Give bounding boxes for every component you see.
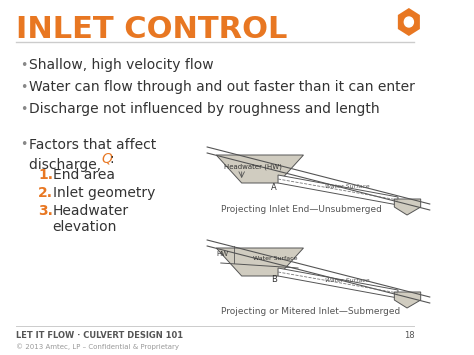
Text: •: •: [20, 103, 27, 115]
Polygon shape: [394, 292, 421, 308]
Circle shape: [404, 17, 413, 27]
Text: 3.: 3.: [38, 204, 53, 218]
Text: © 2013 Amtec, LP – Confidential & Proprietary: © 2013 Amtec, LP – Confidential & Propri…: [17, 344, 179, 350]
Text: •: •: [20, 81, 27, 93]
Text: HW: HW: [217, 251, 229, 257]
Text: Shallow, high velocity flow: Shallow, high velocity flow: [29, 58, 214, 72]
Polygon shape: [394, 199, 421, 215]
Text: Water can flow through and out faster than it can enter: Water can flow through and out faster th…: [29, 80, 415, 94]
Text: Factors that affect
discharge,: Factors that affect discharge,: [29, 138, 156, 171]
Polygon shape: [216, 155, 303, 183]
Text: Water Surface: Water Surface: [253, 257, 297, 262]
Text: Water Surface: Water Surface: [325, 185, 370, 190]
Text: Headwater
elevation: Headwater elevation: [53, 204, 129, 234]
Text: INLET CONTROL: INLET CONTROL: [17, 16, 288, 44]
Text: End area: End area: [53, 168, 115, 182]
Text: :: :: [109, 152, 114, 166]
Text: B: B: [271, 275, 277, 284]
Text: Projecting or Mitered Inlet—Submerged: Projecting or Mitered Inlet—Submerged: [221, 307, 400, 317]
Text: •: •: [20, 138, 27, 151]
Text: Water Surface: Water Surface: [325, 278, 370, 283]
Polygon shape: [216, 248, 303, 276]
Text: •: •: [20, 59, 27, 71]
Polygon shape: [278, 268, 398, 298]
Text: 2.: 2.: [38, 186, 53, 200]
Text: Inlet geometry: Inlet geometry: [53, 186, 155, 200]
Polygon shape: [278, 175, 398, 205]
Text: A: A: [271, 182, 276, 191]
Text: 1.: 1.: [38, 168, 53, 182]
Text: Projecting Inlet End—Unsubmerged: Projecting Inlet End—Unsubmerged: [221, 206, 382, 214]
Text: LET IT FLOW · CULVERT DESIGN 101: LET IT FLOW · CULVERT DESIGN 101: [17, 331, 183, 339]
Text: Discharge not influenced by roughness and length: Discharge not influenced by roughness an…: [29, 102, 380, 116]
Text: Q: Q: [102, 152, 113, 166]
Text: 18: 18: [404, 331, 414, 339]
Text: Headwater (HW): Headwater (HW): [224, 164, 282, 170]
Polygon shape: [398, 8, 420, 36]
